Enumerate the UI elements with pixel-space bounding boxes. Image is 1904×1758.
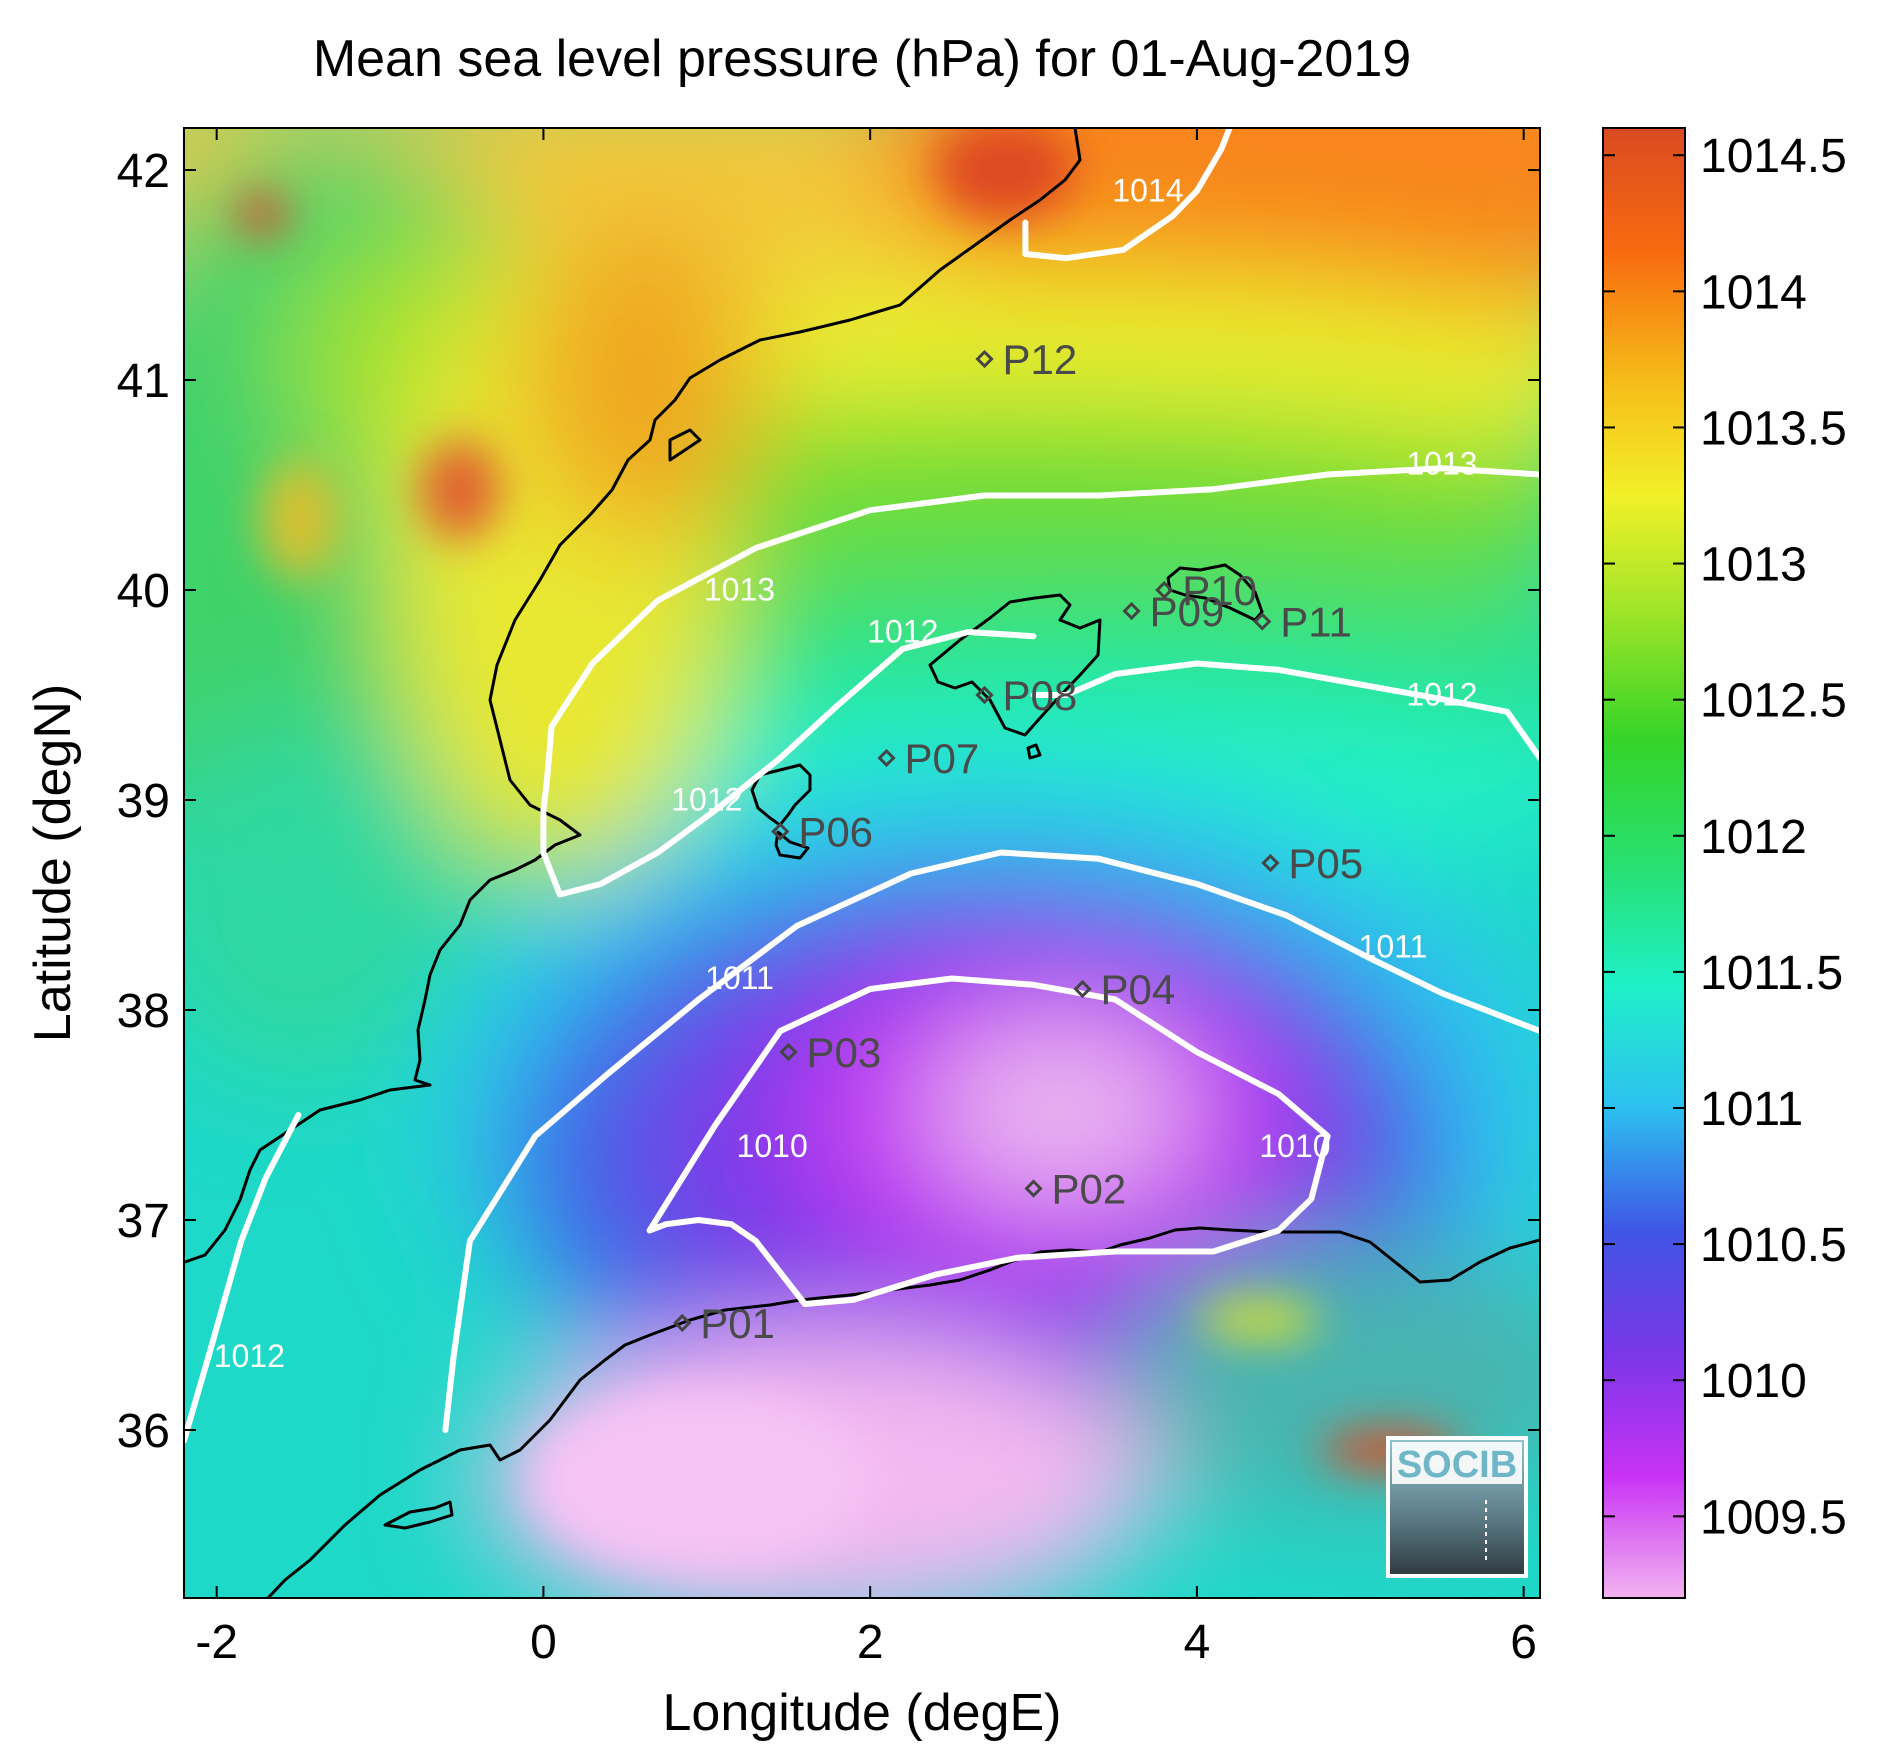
station-label: P11: [1280, 599, 1352, 646]
station-label: P02: [1052, 1166, 1127, 1213]
contour-label: 1013: [1406, 446, 1477, 482]
colorbar-tick-label: 1013.5: [1700, 402, 1847, 455]
colorbar-tick-label: 1010.5: [1700, 1219, 1847, 1272]
socib-logo-text: SOCIB: [1397, 1444, 1517, 1486]
x-tick-label: 2: [857, 1616, 884, 1669]
station-label: P01: [700, 1300, 775, 1347]
y-tick-label: 36: [117, 1405, 170, 1458]
station-marker: [1155, 580, 1174, 600]
x-tick-label: 0: [530, 1616, 557, 1669]
contour-label: 1012: [1406, 677, 1477, 713]
station-label: P10: [1182, 567, 1257, 614]
station-marker: [975, 685, 994, 705]
socib-logo: SOCIB: [1386, 1436, 1528, 1578]
contour-label: 1012: [867, 614, 938, 650]
contour-1010: [646, 975, 1331, 1307]
station-marker: [779, 1042, 798, 1062]
colorbar: [1602, 127, 1686, 1599]
contour-label: 1012: [214, 1338, 285, 1374]
y-tick-label: 38: [117, 985, 170, 1038]
x-tick-label: -2: [195, 1616, 238, 1669]
contour-labels: 1010 1010 1011 1011 1012 1012 1012 1012 1013 1013…: [214, 173, 1478, 1375]
contour-label: 1012: [671, 782, 742, 818]
x-tick-label: 6: [1510, 1616, 1537, 1669]
map-frame: [183, 127, 1541, 1599]
station-marker: [673, 1313, 692, 1333]
menorca-coastline: [1166, 563, 1264, 622]
colorbar-ticks: 1009.5 1010 1010.5 1011 1011.5 1012 1012.5 1013…: [1603, 130, 1847, 1544]
formentera-coastline: [774, 830, 810, 860]
station-label: P07: [905, 735, 980, 782]
colorbar-tick-label: 1010: [1700, 1355, 1807, 1408]
x-tick-label: 4: [1184, 1616, 1211, 1669]
station-label: P12: [1003, 336, 1078, 383]
contour-label: 1011: [705, 960, 774, 996]
station-label: P08: [1003, 672, 1078, 719]
y-tick-label: 41: [117, 355, 170, 408]
mallorca-coastline: [928, 593, 1102, 737]
contour-label: 1010: [1259, 1128, 1330, 1164]
y-tick-label: 37: [117, 1195, 170, 1248]
contour-1014: [1022, 128, 1233, 262]
station-label: P03: [806, 1029, 881, 1076]
colorbar-tick-label: 1011.5: [1700, 947, 1843, 1000]
station-marker: [1024, 1179, 1043, 1198]
station-marker: [1073, 979, 1092, 999]
station-label: P05: [1288, 840, 1363, 887]
chart-title: Mean sea level pressure (hPa) for 01-Aug…: [313, 30, 1411, 88]
colorbar-tick-label: 1012.5: [1700, 675, 1847, 728]
station-marker: [1122, 601, 1141, 621]
coastline: [184, 128, 1540, 1598]
contour-1012: [540, 629, 1037, 898]
pressure-field: [184, 128, 1540, 1598]
cape-nao-spur: [668, 428, 702, 462]
station-marker: [877, 748, 896, 768]
contour-1012: [184, 1112, 302, 1444]
station-marker: [1261, 853, 1280, 873]
axes: -2 0 2 4 6 36 37 38 39 40 41 42: [117, 128, 1540, 1669]
contour-label: 1010: [737, 1128, 808, 1164]
colorbar-tick-label: 1014.5: [1700, 130, 1847, 183]
y-tick-label: 40: [117, 565, 170, 618]
y-tick-label: 42: [117, 145, 170, 198]
station-label: P04: [1101, 966, 1176, 1013]
contour-1012: [1030, 660, 1540, 761]
contour-1011: [442, 849, 1540, 1433]
colorbar-tick-label: 1012: [1700, 811, 1807, 864]
cabrera-coastline: [1026, 743, 1042, 760]
alboran-coastline: [383, 1500, 454, 1530]
y-tick-label: 39: [117, 775, 170, 828]
contour-label: 1014: [1112, 173, 1183, 209]
pressure-contours: [184, 128, 1540, 1444]
ibiza-coastline: [750, 763, 812, 827]
y-axis-label: Latitude (degN): [24, 684, 82, 1042]
station-marker: [1253, 612, 1272, 631]
station-marker: [975, 349, 994, 369]
colorbar-tick-label: 1014: [1700, 266, 1807, 319]
contour-1013: [543, 465, 1540, 787]
station-marker: [771, 822, 790, 841]
x-axis-label: Longitude (degE): [663, 1684, 1062, 1742]
colorbar-tick-label: 1011: [1700, 1083, 1803, 1136]
colorbar-tick-label: 1013: [1700, 539, 1807, 592]
iberia-coastline: [184, 128, 1082, 1264]
africa-coastline: [266, 1226, 1540, 1598]
contour-label: 1011: [1359, 929, 1428, 965]
station-label: P06: [798, 809, 873, 856]
colorbar-tick-label: 1009.5: [1700, 1491, 1847, 1544]
contour-label: 1013: [704, 572, 775, 608]
